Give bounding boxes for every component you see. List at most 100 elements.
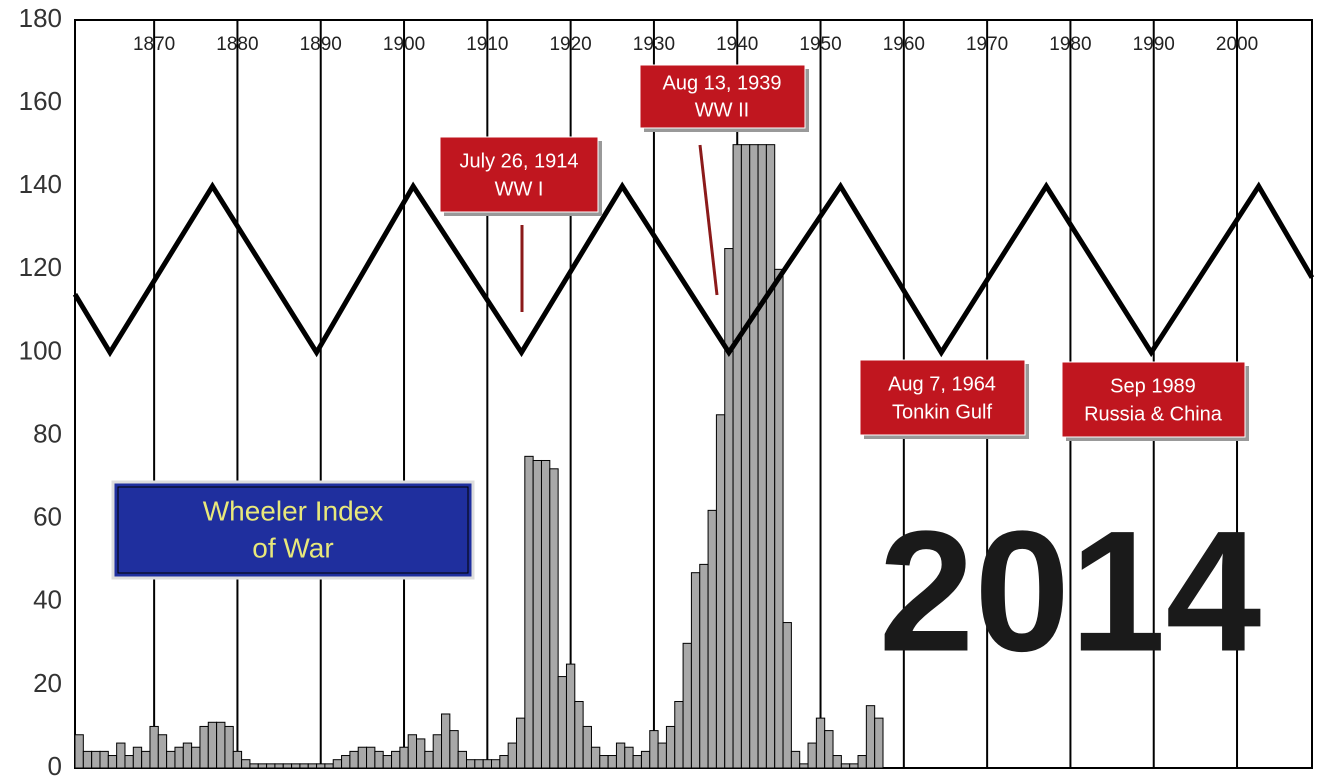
- bar: [715, 414, 726, 769]
- bar: [524, 455, 534, 769]
- bar: [182, 742, 193, 769]
- annotation-text: Sep 1989: [1110, 375, 1196, 397]
- bar: [815, 717, 826, 769]
- bar: [657, 742, 667, 769]
- bar: [640, 750, 651, 769]
- y-tick-label: 0: [48, 751, 62, 778]
- bar: [699, 563, 709, 769]
- bar: [432, 734, 443, 769]
- y-tick-label: 140: [19, 169, 62, 199]
- x-tick-label: 1910: [466, 34, 508, 55]
- bar: [157, 734, 168, 769]
- box: [1061, 361, 1246, 438]
- bar: [632, 755, 642, 769]
- bar: [557, 676, 567, 769]
- bar: [341, 755, 351, 769]
- bar: [416, 738, 426, 769]
- annotation-text: Aug 13, 1939: [663, 72, 782, 94]
- x-tick-label: 1950: [799, 34, 841, 55]
- x-tick-label: 1870: [133, 34, 175, 55]
- bar: [565, 663, 576, 769]
- bar: [232, 750, 243, 769]
- bar: [166, 750, 176, 769]
- bar: [332, 759, 343, 769]
- bar: [116, 742, 126, 769]
- box-inner: [117, 486, 469, 574]
- bar: [216, 721, 226, 769]
- x-tick-label: 1970: [966, 34, 1008, 55]
- bar: [257, 763, 268, 769]
- bar: [624, 746, 634, 769]
- x-tick-label: 1980: [1049, 34, 1091, 55]
- bar: [574, 701, 584, 769]
- bar: [507, 742, 517, 769]
- y-tick-label: 120: [19, 252, 62, 282]
- y-tick-label: 80: [33, 418, 62, 448]
- bars: [74, 144, 884, 769]
- bar: [424, 750, 434, 769]
- bar: [724, 248, 734, 769]
- bar: [199, 725, 209, 769]
- bar: [241, 759, 251, 769]
- bar: [782, 622, 792, 769]
- bar: [807, 742, 817, 769]
- x-tick-label: 1900: [383, 34, 425, 55]
- bar: [865, 705, 876, 769]
- bar: [732, 144, 742, 769]
- annotation-box: July 26, 1914 WW I: [439, 136, 602, 216]
- annotation-box: Aug 13, 1939 WW II: [639, 64, 809, 132]
- annotation-box: Aug 7, 1964 Tonkin Gulf: [859, 359, 1029, 439]
- bar: [799, 763, 809, 769]
- bar: [707, 509, 717, 769]
- bar: [690, 572, 701, 769]
- box: [639, 64, 806, 129]
- x-tick-label: 1960: [883, 34, 925, 55]
- annotation-text: WW II: [695, 99, 749, 121]
- big-label: 2014: [879, 495, 1262, 687]
- bar: [391, 750, 401, 769]
- bar: [349, 750, 359, 769]
- bar: [466, 759, 476, 769]
- annotation-text: July 26, 1914: [460, 150, 579, 172]
- x-tick-label: 1990: [1133, 34, 1175, 55]
- pointer: [698, 144, 719, 296]
- bar: [382, 755, 393, 769]
- annotation-text: Aug 7, 1964: [888, 373, 996, 395]
- bar: [291, 763, 301, 769]
- bar: [682, 642, 692, 769]
- y-tick-label: 180: [19, 3, 62, 33]
- x-tick-label: 1880: [216, 34, 258, 55]
- annotation-text: WW I: [495, 178, 544, 200]
- bar: [849, 763, 859, 769]
- bar: [740, 144, 751, 769]
- bar: [357, 746, 368, 769]
- bar: [191, 746, 201, 769]
- bar: [407, 734, 418, 769]
- bar: [499, 755, 509, 769]
- bar: [74, 734, 84, 769]
- bar: [174, 746, 184, 769]
- bar: [540, 459, 551, 769]
- bar: [774, 268, 784, 769]
- bar: [590, 746, 601, 769]
- x-tick-label: 1930: [633, 34, 675, 55]
- bar: [532, 459, 542, 769]
- bar: [266, 763, 276, 769]
- x-tick-label: 1920: [549, 34, 591, 55]
- y-tick-label: 100: [19, 335, 62, 365]
- annotation-box: Sep 1989 Russia & China: [1061, 361, 1249, 441]
- bar: [832, 755, 842, 769]
- bar: [274, 763, 284, 769]
- bar: [107, 755, 118, 769]
- box: [439, 136, 599, 213]
- bar: [474, 759, 484, 769]
- bar: [324, 763, 334, 769]
- bar: [449, 730, 459, 769]
- bar: [316, 763, 326, 769]
- title-box: Wheeler Index of War: [111, 480, 475, 580]
- bar: [374, 750, 384, 769]
- bar: [307, 763, 318, 769]
- cycle-line: [72, 181, 1315, 358]
- bar: [549, 468, 559, 769]
